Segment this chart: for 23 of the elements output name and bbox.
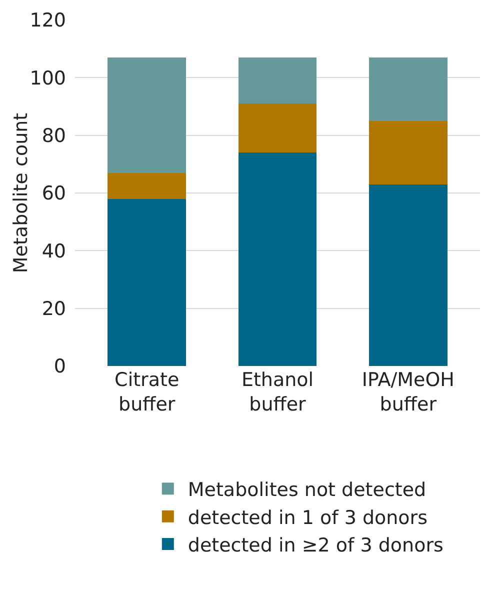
legend-label: detected in ≥2 of 3 donors <box>188 534 444 556</box>
bar <box>368 184 448 366</box>
bar <box>108 198 186 366</box>
y-tick-label: 40 <box>42 240 66 262</box>
bar <box>368 57 448 121</box>
x-tick-label: Ethanol buffer <box>241 369 314 416</box>
bar <box>238 104 317 153</box>
x-tick-label: Citrate buffer <box>114 369 180 416</box>
y-tick-label: 80 <box>42 124 66 147</box>
bar <box>368 120 448 184</box>
y-tick-label: 60 <box>42 182 66 205</box>
y-tick-label: 0 <box>54 356 66 378</box>
bar <box>108 172 186 199</box>
y-tick-label: 100 <box>30 67 66 90</box>
y-tick-label: 120 <box>30 10 66 32</box>
x-tick-label: IPA/MeOH buffer <box>362 369 454 416</box>
bar <box>238 152 317 366</box>
y-axis-title: Metabolite count <box>10 112 32 274</box>
bar <box>238 57 317 104</box>
legend-label: Metabolites not detected <box>188 479 426 502</box>
y-tick-label: 20 <box>42 298 66 320</box>
legend-label: detected in 1 of 3 donors <box>188 506 428 529</box>
bar <box>108 57 186 173</box>
